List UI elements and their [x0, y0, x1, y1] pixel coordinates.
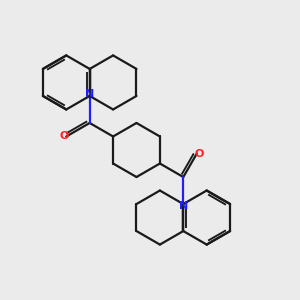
Text: N: N [179, 201, 188, 211]
Text: O: O [59, 131, 69, 142]
Text: O: O [194, 148, 204, 159]
Text: N: N [85, 89, 94, 99]
